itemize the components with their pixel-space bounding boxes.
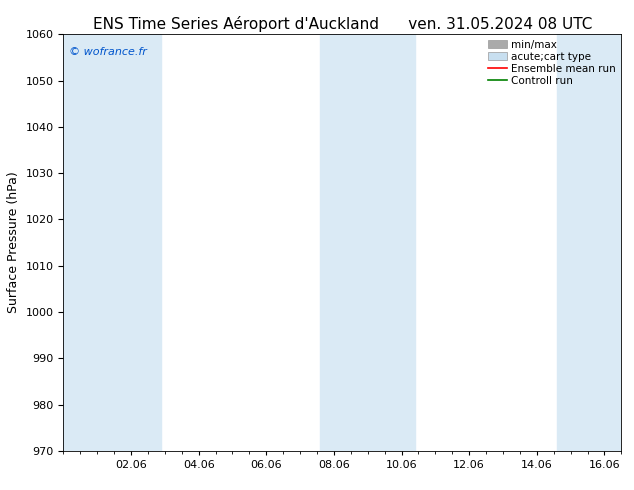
Bar: [63, 34, 162, 451]
Y-axis label: Surface Pressure (hPa): Surface Pressure (hPa): [7, 172, 20, 314]
Text: © wofrance.fr: © wofrance.fr: [69, 47, 147, 57]
Legend: min/max, acute;cart type, Ensemble mean run, Controll run: min/max, acute;cart type, Ensemble mean …: [486, 37, 618, 88]
Bar: [320, 34, 415, 451]
Bar: [557, 34, 621, 451]
Title: ENS Time Series Aéroport d'Auckland      ven. 31.05.2024 08 UTC: ENS Time Series Aéroport d'Auckland ven.…: [93, 16, 592, 32]
